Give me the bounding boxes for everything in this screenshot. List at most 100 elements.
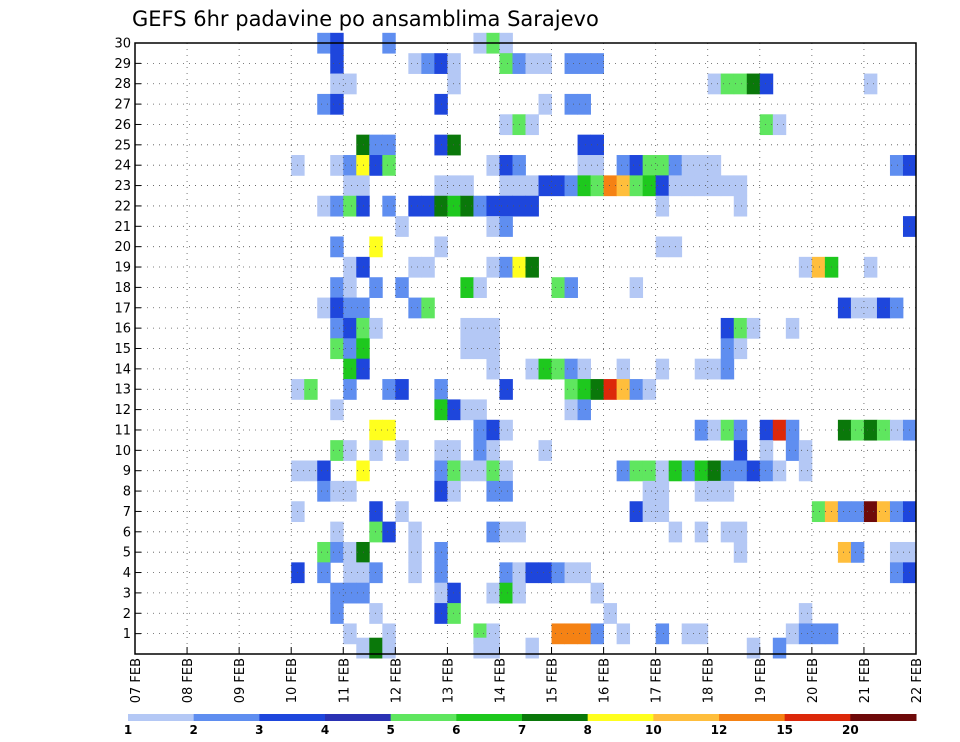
x-tick-label: 08 FEB (181, 658, 196, 703)
colorbar-label: 4 (321, 723, 329, 737)
heatmap-cell (564, 175, 578, 197)
heatmap-cell (876, 419, 891, 441)
heatmap-cell (369, 419, 383, 441)
heatmap-cell (733, 521, 748, 543)
x-tick-label: 09 FEB (233, 658, 248, 703)
heatmap-cell (460, 317, 474, 339)
heatmap-cell (889, 562, 904, 584)
y-tick-label: 6 (123, 525, 131, 540)
x-tick-label: 12 FEB (389, 658, 404, 703)
heatmap-cell (421, 256, 435, 278)
colorbar-swatch (193, 714, 260, 721)
heatmap-cell (538, 175, 552, 197)
colorbar-swatch (719, 714, 786, 721)
x-axis: 07 FEB 08 FEB 09 FEB 10 FEB 11 FEB 12 FEB 13 F… (129, 647, 925, 703)
heatmap-cell (486, 155, 500, 176)
y-tick-label: 30 (114, 37, 131, 52)
heatmap-cell (356, 338, 370, 360)
heatmap-cell (356, 297, 370, 319)
heatmap-cell (577, 562, 591, 584)
heatmap-cell (473, 419, 487, 441)
heatmap-cell (889, 419, 904, 441)
y-tick-label: 9 (123, 464, 131, 479)
heatmap-cell (447, 175, 461, 197)
heatmap-cell (811, 501, 826, 523)
heatmap-cell (525, 195, 539, 217)
heatmap-cell (629, 155, 644, 176)
grid-lines (135, 42, 916, 654)
x-tick-label: 21 FEB (858, 658, 873, 703)
y-tick-label: 2 (123, 607, 131, 622)
heatmap-cell (499, 53, 513, 74)
heatmap-cell (525, 53, 539, 74)
heatmap-cell (499, 195, 513, 217)
heatmap-cell (681, 623, 696, 645)
y-tick-label: 5 (123, 546, 131, 561)
heatmap-cell (603, 175, 618, 197)
y-tick-label: 28 (114, 77, 131, 92)
heatmap-cell (356, 195, 370, 217)
heatmap-cell (538, 440, 552, 461)
heatmap-cell (564, 53, 578, 74)
heatmap-cell (499, 582, 513, 604)
heatmap-cell (369, 134, 383, 156)
heatmap-cell (369, 155, 383, 176)
heatmap-cell (564, 93, 578, 115)
heatmap-cell (356, 637, 370, 659)
heatmap-cell (681, 175, 696, 197)
heatmap-cell (759, 73, 774, 95)
heatmap-cell (577, 623, 591, 645)
heatmap-cell (850, 501, 865, 523)
heatmap-cell (343, 379, 357, 400)
heatmap-cell (694, 175, 709, 197)
heatmap-cell (629, 175, 644, 197)
heatmap-cell (499, 480, 513, 502)
heatmap-cell (486, 637, 500, 659)
heatmap-cell (863, 73, 878, 95)
colorbar-swatch (390, 714, 457, 721)
heatmap-cell (655, 358, 670, 380)
heatmap-cell (447, 399, 461, 421)
heatmap-cell (850, 419, 865, 441)
heatmap-cell (603, 603, 618, 624)
heatmap-cell (486, 419, 500, 441)
heatmap-cell (642, 175, 657, 197)
heatmap-cell (889, 541, 904, 563)
y-tick-label: 15 (114, 342, 131, 357)
heatmap-cell (356, 134, 370, 156)
heatmap-cell (694, 480, 709, 502)
heatmap-cell (460, 195, 474, 217)
heatmap-cell (772, 419, 787, 441)
heatmap-cell (343, 256, 357, 278)
heatmap-cell (785, 623, 800, 645)
heatmap-cell (343, 155, 357, 176)
heatmap-cell (850, 541, 865, 563)
heatmap-cell (382, 379, 396, 400)
heatmap-cell (694, 155, 709, 176)
heatmap-cell (343, 541, 357, 563)
heatmap-cell (759, 114, 774, 136)
heatmap-cell (382, 521, 396, 543)
colorbar-swatch (259, 714, 326, 721)
heatmap-cell (408, 195, 422, 217)
heatmap-cell (460, 460, 474, 482)
heatmap-cell (564, 379, 578, 400)
heatmap-cell (733, 73, 748, 95)
heatmap-cell (343, 562, 357, 584)
heatmap-cell (616, 623, 631, 645)
y-tick-label: 13 (114, 383, 131, 398)
y-tick-label: 12 (114, 403, 131, 418)
heatmap-cell (499, 155, 513, 176)
heatmap-cell (733, 460, 748, 482)
heatmap-cell (707, 175, 722, 197)
colorbar-swatch (128, 714, 195, 721)
heatmap-cell (447, 195, 461, 217)
heatmap-cell (499, 562, 513, 584)
heatmap-cell (356, 358, 370, 380)
y-tick-label: 25 (114, 138, 131, 153)
heatmap-cell (382, 195, 396, 217)
y-tick-label: 21 (114, 220, 131, 235)
heatmap-cell (356, 256, 370, 278)
heatmap-cell (720, 521, 735, 543)
